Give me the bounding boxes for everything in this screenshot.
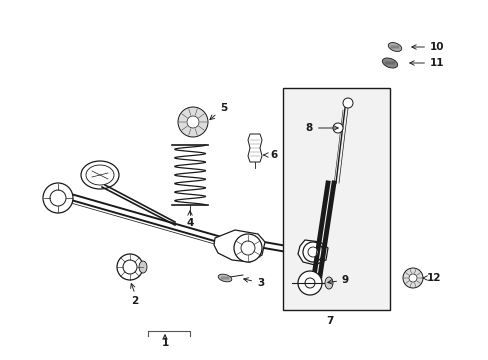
Polygon shape — [214, 230, 264, 262]
Circle shape — [117, 254, 142, 280]
Ellipse shape — [387, 42, 401, 51]
Circle shape — [303, 242, 323, 262]
Circle shape — [43, 183, 73, 213]
Text: 3: 3 — [243, 278, 264, 288]
Ellipse shape — [139, 261, 147, 273]
Polygon shape — [297, 240, 327, 265]
Text: 2: 2 — [131, 296, 138, 306]
Text: 5: 5 — [209, 103, 227, 120]
Circle shape — [332, 123, 342, 133]
Circle shape — [307, 247, 317, 257]
Text: 12: 12 — [422, 273, 441, 283]
Circle shape — [234, 234, 262, 262]
Bar — [283, 88, 389, 310]
Text: 4: 4 — [186, 218, 193, 228]
Text: 10: 10 — [411, 42, 444, 52]
Text: 6: 6 — [263, 150, 277, 160]
Circle shape — [342, 98, 352, 108]
Text: 1: 1 — [161, 338, 168, 348]
Circle shape — [408, 274, 416, 282]
Text: 11: 11 — [409, 58, 444, 68]
Circle shape — [241, 241, 254, 255]
Circle shape — [123, 260, 137, 274]
Text: 9: 9 — [327, 275, 348, 285]
Ellipse shape — [218, 274, 231, 282]
Polygon shape — [247, 134, 262, 162]
Text: 7: 7 — [325, 316, 333, 326]
Text: 8: 8 — [305, 123, 338, 133]
Circle shape — [186, 116, 199, 128]
Circle shape — [178, 107, 207, 137]
Circle shape — [305, 278, 314, 288]
Circle shape — [50, 190, 66, 206]
Ellipse shape — [325, 277, 332, 289]
Circle shape — [297, 271, 321, 295]
Ellipse shape — [382, 58, 397, 68]
Circle shape — [402, 268, 422, 288]
